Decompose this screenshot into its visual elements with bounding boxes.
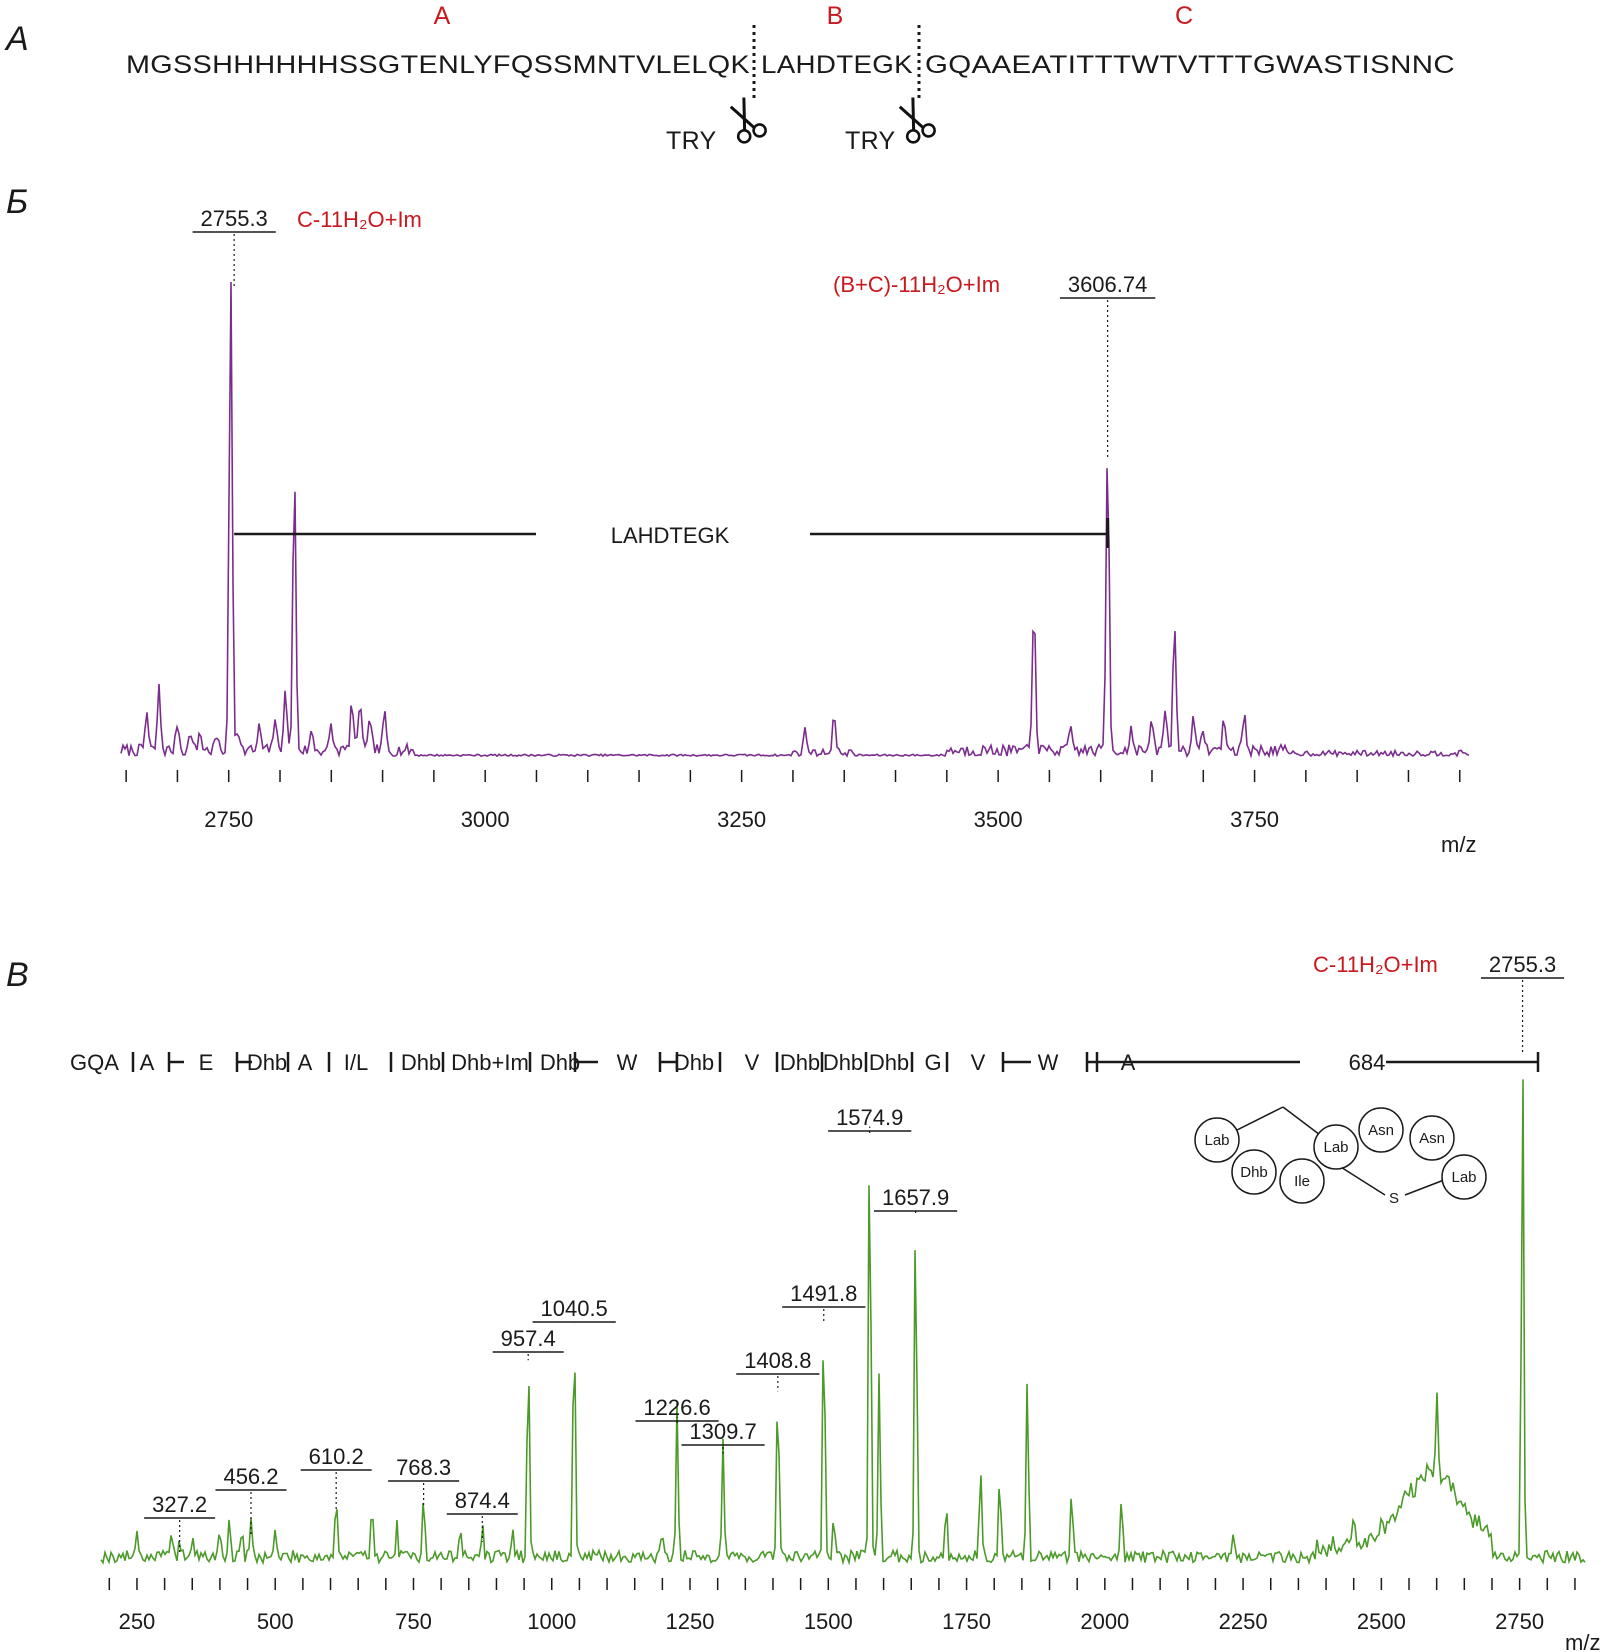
x-tick-label: 750	[395, 1609, 432, 1634]
annotation-c-11h2o-im: C-11H₂O+Im	[1313, 952, 1438, 977]
panel-b: Б 2750 3000 3250 3500 3750 2755.3 3606.74 C-1…	[6, 183, 1476, 857]
peak-label: 1574.9	[836, 1105, 903, 1130]
x-tick-label: 2750	[204, 807, 253, 832]
panel-b-letter: Б	[6, 183, 28, 221]
mass-difference-bracket: LAHDTEGK	[234, 518, 1110, 548]
annotation-bc-11h2o-im: (B+C)-11H₂O+Im	[833, 272, 1000, 297]
ladder-residue: 684	[1349, 1050, 1386, 1075]
x-tick-label: 1750	[942, 1609, 991, 1634]
peak-label: 1491.8	[790, 1281, 857, 1306]
lanthionine-ring-structure: Lab Dhb Ile Lab Asn Asn Lab S	[1194, 1106, 1487, 1207]
scissors-icon	[729, 97, 767, 144]
peak-label: 610.2	[309, 1444, 364, 1469]
ladder-residue: GQA	[70, 1050, 119, 1075]
region-c-label: C	[1175, 2, 1193, 30]
trypsin-label-2: TRY	[845, 127, 895, 155]
ladder-residue: Dhb	[780, 1050, 820, 1075]
residue-node: Asn	[1358, 1107, 1404, 1153]
ladder-residue: A	[298, 1050, 313, 1075]
region-a-label: A	[434, 2, 451, 30]
svg-text:Lab: Lab	[1323, 1139, 1348, 1156]
x-tick-label: 2500	[1357, 1609, 1406, 1634]
panel-c-letter: В	[6, 956, 29, 994]
svg-text:Lab: Lab	[1451, 1169, 1476, 1186]
peak-label: 2755.3	[201, 206, 268, 231]
svg-text:Ile: Ile	[1294, 1173, 1310, 1190]
residue-node: Lab	[1194, 1117, 1240, 1163]
residue-node: Lab	[1313, 1124, 1359, 1170]
peak-label: 3606.74	[1068, 272, 1148, 297]
peak-label: 1040.5	[541, 1296, 608, 1321]
svg-text:Lab: Lab	[1204, 1132, 1229, 1149]
panel-a: A A B C MGSSHHHHHHSSGTENLYFQSSMNTVLELQK …	[4, 2, 1455, 155]
peak-label: 1657.9	[882, 1185, 949, 1210]
ladder-residue: Dhb	[540, 1050, 580, 1075]
ladder-residue: V	[971, 1050, 986, 1075]
ladder-residue: Dhb	[247, 1050, 287, 1075]
x-tick-label: 2750	[1495, 1609, 1544, 1634]
residue-node: Ile	[1279, 1158, 1325, 1204]
trypsin-label-1: TRY	[666, 127, 716, 155]
peak-label: 957.4	[501, 1326, 556, 1351]
x-tick-label: 2250	[1219, 1609, 1268, 1634]
ladder-residue: G	[924, 1050, 941, 1075]
svg-text:Asn: Asn	[1419, 1130, 1445, 1147]
sulfur-bridge-label: S	[1389, 1190, 1399, 1207]
peak-label: 327.2	[152, 1492, 207, 1517]
residue-node: Asn	[1409, 1115, 1455, 1161]
sequence-segment-a: MGSSHHHHHHSSGTENLYFQSSMNTVLELQK	[126, 51, 750, 79]
svg-text:Dhb: Dhb	[1240, 1164, 1268, 1181]
x-tick-label: 1500	[804, 1609, 853, 1634]
panel-b-peak-labels: 2755.3 3606.74	[192, 206, 1156, 459]
panel-b-spectrum-trace	[120, 281, 1470, 759]
ladder-residue: W	[1038, 1050, 1059, 1075]
scissors-icon	[898, 97, 936, 144]
x-tick-label: 3250	[717, 807, 766, 832]
ladder-residue: Dhb	[674, 1050, 714, 1075]
sequence-segment-b: LAHDTEGK	[761, 51, 913, 79]
peak-label: 2755.3	[1489, 952, 1556, 977]
svg-text:Asn: Asn	[1368, 1122, 1394, 1139]
panel-a-letter: A	[4, 20, 29, 58]
peak-label: 1226.6	[643, 1395, 710, 1420]
x-tick-label: 500	[257, 1609, 294, 1634]
ladder-residue: W	[617, 1050, 638, 1075]
panel-b-x-axis-label: m/z	[1441, 832, 1476, 857]
x-tick-label: 250	[119, 1609, 156, 1634]
peak-label: 1408.8	[744, 1348, 811, 1373]
annotation-c-11h2o-im: C-11H₂O+Im	[297, 207, 422, 232]
ladder-residue: Dhb	[401, 1050, 441, 1075]
x-tick-label: 3500	[974, 807, 1023, 832]
panel-c: В 250 500 750 1000 1250 1500 1750 2000 2250 2500 2…	[6, 952, 1600, 1652]
ladder-residue: Dhb	[823, 1050, 863, 1075]
peak-label: 1309.7	[689, 1419, 756, 1444]
ladder-residue: Dhb	[869, 1050, 909, 1075]
ladder-residue: I/L	[344, 1050, 368, 1075]
residue-node: Lab	[1441, 1154, 1487, 1200]
panel-c-axis: 250 500 750 1000 1250 1500 1750 2000 2250 2500 275…	[108, 1578, 1576, 1634]
residue-node: Dhb	[1231, 1149, 1277, 1195]
sequence-ladder: GQA A E Dhb A I/L Dhb Dhb+Im Dhb W Dhb V Dhb Dhb Dhb G V…	[70, 1050, 1540, 1075]
ladder-residue: V	[745, 1050, 760, 1075]
x-tick-label: 3750	[1230, 807, 1279, 832]
x-tick-label: 1250	[666, 1609, 715, 1634]
bracket-label-lahdtegk: LAHDTEGK	[611, 523, 730, 548]
sequence-segment-c: GQAAEATITTTWTVTTTGWASTISNNC	[925, 51, 1455, 79]
x-tick-label: 1000	[527, 1609, 576, 1634]
panel-b-axis: 2750 3000 3250 3500 3750	[125, 770, 1461, 832]
ladder-residue: A	[140, 1050, 155, 1075]
peak-label: 874.4	[455, 1488, 510, 1513]
ladder-residue: Dhb+Im	[451, 1050, 529, 1075]
ladder-residue: E	[199, 1050, 214, 1075]
x-tick-label: 2000	[1080, 1609, 1129, 1634]
peak-label: 456.2	[223, 1464, 278, 1489]
panel-c-spectrum-trace	[100, 1079, 1586, 1566]
peak-label: 768.3	[396, 1455, 451, 1480]
panel-c-x-axis-label: m/z	[1565, 1630, 1600, 1652]
region-b-label: B	[827, 2, 844, 30]
x-tick-label: 3000	[461, 807, 510, 832]
